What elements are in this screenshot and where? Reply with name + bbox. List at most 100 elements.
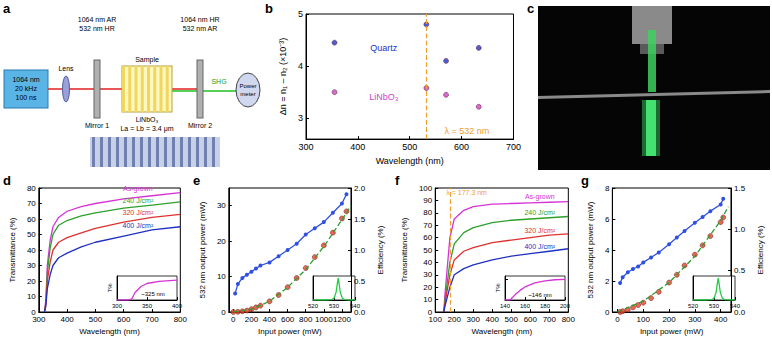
svg-text:70: 70: [27, 199, 36, 208]
svg-text:0: 0: [605, 308, 610, 317]
svg-text:LiNbO₃: LiNbO₃: [369, 92, 399, 102]
svg-text:Lens: Lens: [58, 65, 74, 72]
svg-text:Input power (mW): Input power (mW): [640, 327, 704, 336]
svg-text:b: b: [265, 1, 273, 16]
svg-text:300: 300: [688, 315, 702, 324]
svg-text:532 nm output power (mW): 532 nm output power (mW): [198, 201, 207, 298]
svg-text:200: 200: [448, 315, 462, 324]
svg-text:8: 8: [605, 184, 610, 193]
svg-text:530: 530: [709, 303, 720, 309]
svg-text:800: 800: [174, 315, 188, 324]
svg-text:300: 300: [112, 303, 123, 309]
svg-text:240 J/cm²: 240 J/cm²: [524, 209, 555, 216]
svg-text:500: 500: [89, 315, 103, 324]
svg-text:700: 700: [543, 315, 557, 324]
svg-text:SHG: SHG: [211, 78, 226, 85]
svg-text:Mirror 2: Mirror 2: [188, 122, 212, 129]
svg-text:10: 10: [217, 272, 226, 281]
svg-text:Wavelength (nm): Wavelength (nm): [79, 327, 140, 336]
svg-text:20: 20: [217, 237, 226, 246]
svg-text:20: 20: [423, 283, 432, 292]
svg-text:320 J/cm²: 320 J/cm²: [123, 209, 154, 216]
svg-text:600: 600: [524, 315, 538, 324]
svg-text:La = Lb = 3.4 μm: La = Lb = 3.4 μm: [120, 125, 173, 133]
svg-text:meter: meter: [240, 91, 255, 97]
svg-text:Sample: Sample: [135, 56, 159, 64]
svg-text:540: 540: [730, 303, 741, 309]
svg-text:400: 400: [714, 315, 728, 324]
svg-text:20 kHz: 20 kHz: [15, 85, 37, 92]
svg-text:10: 10: [423, 295, 432, 304]
svg-text:1.0: 1.0: [354, 246, 366, 255]
svg-text:500: 500: [505, 315, 519, 324]
svg-text:2: 2: [605, 277, 610, 286]
svg-text:2.0: 2.0: [354, 184, 366, 193]
svg-text:40: 40: [27, 246, 36, 255]
svg-text:As-grown: As-grown: [525, 193, 555, 201]
svg-text:d: d: [3, 173, 11, 188]
svg-text:300: 300: [298, 142, 313, 152]
svg-text:6: 6: [605, 215, 610, 224]
svg-text:400: 400: [263, 315, 277, 324]
svg-text:Δn = n₁ – n₂ (×10⁻³): Δn = n₁ – n₂ (×10⁻³): [278, 38, 288, 116]
svg-text:600: 600: [454, 142, 469, 152]
svg-text:1.0: 1.0: [734, 225, 746, 234]
svg-text:50: 50: [27, 230, 36, 239]
svg-text:Mirror 1: Mirror 1: [85, 122, 109, 129]
svg-text:532 nm output power (mW): 532 nm output power (mW): [586, 201, 595, 298]
svg-text:Input power (mW): Input power (mW): [258, 327, 322, 336]
svg-text:0.5: 0.5: [354, 277, 366, 286]
svg-text:LiNbO₃: LiNbO₃: [136, 116, 159, 123]
svg-text:100: 100: [637, 315, 651, 324]
svg-text:Transmittance (%): Transmittance (%): [8, 217, 17, 282]
svg-text:1.5: 1.5: [734, 184, 746, 193]
svg-text:1064 nm AR: 1064 nm AR: [78, 16, 117, 23]
svg-text:4: 4: [605, 246, 610, 255]
svg-text:140: 140: [500, 303, 511, 309]
svg-text:1000: 1000: [315, 315, 333, 324]
svg-text:g: g: [581, 173, 589, 188]
svg-text:100 ns: 100 ns: [15, 94, 37, 101]
svg-text:T%: T%: [495, 283, 501, 293]
svg-text:400: 400: [60, 315, 74, 324]
svg-text:700: 700: [145, 315, 159, 324]
svg-text:40: 40: [423, 258, 432, 267]
svg-text:100: 100: [419, 184, 433, 193]
svg-text:As-grown: As-grown: [123, 185, 153, 193]
svg-text:f: f: [395, 173, 400, 188]
svg-text:Wavelength (nm): Wavelength (nm): [376, 156, 444, 166]
svg-text:~146 nm: ~146 nm: [528, 292, 552, 298]
svg-text:300: 300: [32, 315, 46, 324]
svg-text:600: 600: [117, 315, 131, 324]
svg-text:80: 80: [423, 208, 432, 217]
svg-text:520: 520: [308, 303, 319, 309]
svg-text:200: 200: [662, 315, 676, 324]
svg-text:320 J/cm²: 320 J/cm²: [524, 227, 555, 234]
svg-text:20: 20: [27, 277, 36, 286]
svg-text:400: 400: [350, 142, 365, 152]
svg-text:1064 nm: 1064 nm: [12, 76, 39, 83]
svg-text:5: 5: [298, 9, 303, 19]
svg-text:Efficiency (%): Efficiency (%): [756, 225, 765, 274]
svg-text:100: 100: [429, 315, 443, 324]
svg-text:300: 300: [467, 315, 481, 324]
svg-text:200: 200: [245, 315, 259, 324]
svg-text:1064 nm HR: 1064 nm HR: [180, 16, 219, 23]
svg-text:Quartz: Quartz: [370, 43, 398, 53]
svg-text:90: 90: [423, 196, 432, 205]
svg-text:3: 3: [298, 113, 303, 123]
svg-text:T%: T%: [107, 283, 113, 293]
svg-text:c: c: [527, 1, 534, 16]
svg-text:400: 400: [486, 315, 500, 324]
svg-text:800: 800: [299, 315, 313, 324]
svg-text:60: 60: [423, 233, 432, 242]
svg-text:800: 800: [562, 315, 576, 324]
svg-text:350: 350: [142, 303, 153, 309]
svg-text:700: 700: [506, 142, 521, 152]
svg-text:400 J/cm²: 400 J/cm²: [524, 243, 555, 250]
svg-text:Power: Power: [239, 83, 256, 89]
svg-text:50: 50: [423, 246, 432, 255]
svg-text:540: 540: [350, 303, 361, 309]
svg-text:~325 nm: ~325 nm: [141, 291, 165, 297]
svg-text:0: 0: [221, 308, 226, 317]
